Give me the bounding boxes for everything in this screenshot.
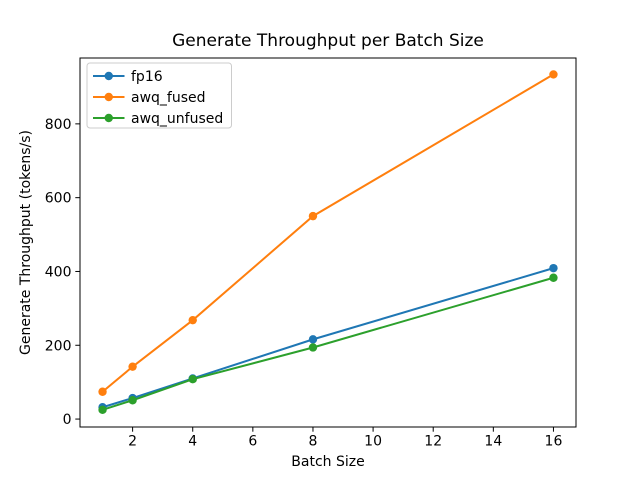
x-tick-label: 12 (424, 434, 442, 450)
series-marker-awq_unfused (188, 375, 197, 384)
x-tick-label: 8 (309, 434, 318, 450)
x-tick-label: 4 (188, 434, 197, 450)
series-marker-awq_unfused (128, 396, 137, 405)
series-marker-awq_unfused (308, 343, 318, 352)
series-marker-awq_fused (98, 387, 107, 396)
series-marker-fp16 (549, 263, 558, 273)
legend-marker-awq_fused (104, 92, 113, 102)
series-marker-awq_fused (128, 362, 137, 371)
y-tick-label: 400 (45, 264, 72, 280)
x-tick-label: 10 (364, 434, 382, 450)
series-marker-awq_unfused (549, 273, 558, 282)
legend-marker-awq_unfused (104, 113, 113, 123)
y-tick-label: 800 (45, 117, 72, 133)
plot-area: 2 4 6 8 10 12 14 16 0 200 400 600 800 fp16 awq_fusedaw… (45, 57, 577, 450)
x-tick-label: 2 (128, 434, 137, 450)
series-marker-fp16 (308, 335, 318, 344)
y-tick-label: 600 (45, 191, 72, 207)
series-marker-awq_fused (549, 70, 558, 79)
y-tick-label: 0 (63, 412, 72, 428)
legend-label-awq_unfused: awq_unfused (131, 111, 223, 127)
series-line-awq_unfused (102, 276, 554, 411)
legend-label-fp16: fp16 (131, 69, 163, 85)
legend-label-awq_fused: awq_fused (131, 90, 206, 106)
y-axis-label: Generate Throughput (tokens/s) (18, 130, 34, 355)
series-marker-awq_fused (308, 211, 318, 221)
x-tick-label: 14 (484, 434, 502, 450)
axes-frame (79, 57, 577, 428)
legend-box (86, 62, 232, 129)
x-tick-label: 16 (545, 434, 563, 450)
x-axis-label: Batch Size (291, 454, 364, 470)
x-tick-label: 6 (248, 434, 257, 450)
series-marker-awq_fused (188, 315, 197, 325)
legend-marker-fp16 (104, 71, 113, 81)
series-marker-awq_unfused (98, 405, 107, 415)
chart-title: Generate Throughput per Batch Size (172, 31, 484, 51)
y-tick-label: 200 (45, 338, 72, 354)
